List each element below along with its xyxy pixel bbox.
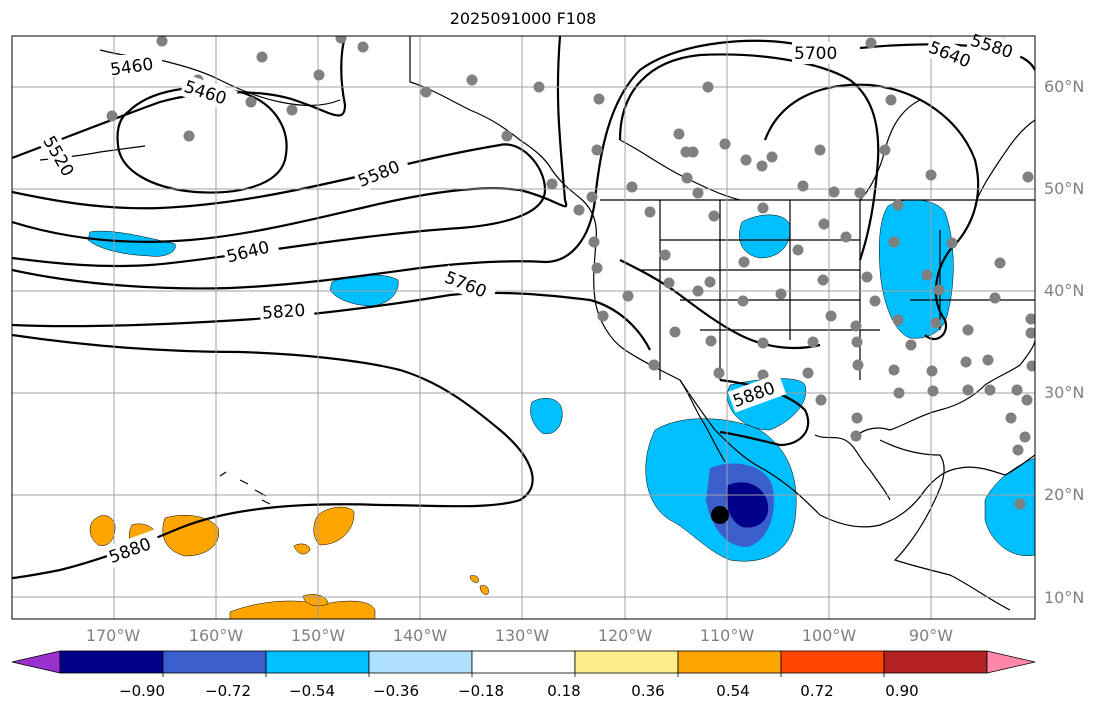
colorbar-tick-label: −0.90 xyxy=(119,682,165,700)
colorbar-segment xyxy=(677,650,782,674)
contour-label: 5820 xyxy=(261,301,306,324)
colorbar-segment xyxy=(471,650,576,674)
colorbar-segment xyxy=(162,650,267,674)
lat-label: 30°N xyxy=(1044,383,1085,402)
lat-label: 50°N xyxy=(1044,179,1085,198)
lon-label: 120°W xyxy=(597,626,653,645)
storm-center-marker xyxy=(711,506,729,524)
colorbar-tick-label: 0.90 xyxy=(885,682,919,700)
lat-label: 10°N xyxy=(1044,588,1085,607)
lat-label: 40°N xyxy=(1044,281,1085,300)
lon-label: 130°W xyxy=(494,626,550,645)
colorbar-extend-max xyxy=(986,650,1036,674)
graticule xyxy=(12,36,1035,619)
colorbar-tick-label: 0.18 xyxy=(547,682,581,700)
colorbar-segment xyxy=(59,650,164,674)
map-title: 2025091000 F108 xyxy=(449,9,597,28)
lat-label: 60°N xyxy=(1044,77,1085,96)
lon-label: 140°W xyxy=(392,626,448,645)
map-frame xyxy=(11,35,1036,620)
colorbar-segment xyxy=(574,650,679,674)
colorbar-tick-label: 0.54 xyxy=(716,682,750,700)
contour-label: 5700 xyxy=(794,44,837,64)
colorbar-tick-label: −0.54 xyxy=(289,682,335,700)
colorbar-tick-label: −0.18 xyxy=(458,682,504,700)
lon-label: 100°W xyxy=(801,626,857,645)
colorbar-segment xyxy=(780,650,885,674)
lon-label: 90°W xyxy=(908,626,954,645)
coastlines xyxy=(39,36,1035,611)
colorbar-tick-label: −0.36 xyxy=(373,682,419,700)
colorbar-segment xyxy=(368,650,473,674)
colorbar-extend-min xyxy=(11,650,61,674)
lon-label: 160°W xyxy=(188,626,244,645)
lon-label: 150°W xyxy=(290,626,346,645)
anomaly-shading xyxy=(87,199,1035,619)
lon-label: 110°W xyxy=(699,626,755,645)
colorbar xyxy=(11,650,1036,677)
colorbar-segment xyxy=(265,650,370,674)
station-dots xyxy=(106,36,1035,510)
lon-label: 170°W xyxy=(85,626,141,645)
colorbar-tick-label: −0.72 xyxy=(205,682,251,700)
colorbar-segment xyxy=(883,650,988,674)
colorbar-tick-label: 0.36 xyxy=(631,682,665,700)
colorbar-tick-label: 0.72 xyxy=(800,682,834,700)
lat-label: 20°N xyxy=(1044,485,1085,504)
